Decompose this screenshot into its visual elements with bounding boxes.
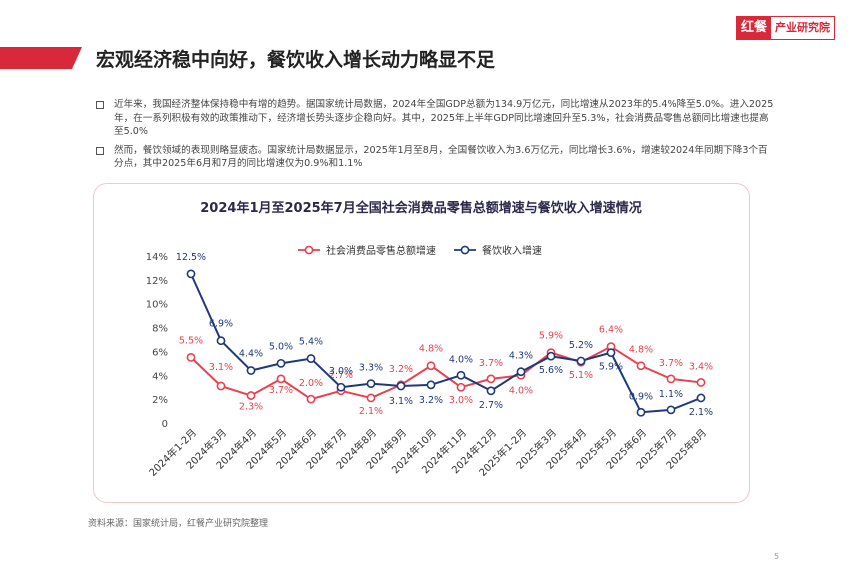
y-tick-label: 8%: [152, 324, 168, 335]
data-label: 2.1%: [689, 407, 713, 418]
data-point: [366, 393, 376, 403]
data-label: 1.1%: [659, 389, 683, 400]
data-label: 3.7%: [269, 385, 293, 396]
logo-text: 产业研究院: [771, 17, 835, 39]
bullet-text: 然而，餐饮领域的表现则略显疲态。国家统计局数据显示，2025年1月至8月，全国餐…: [114, 144, 768, 170]
series-line: [190, 345, 702, 401]
y-tick-label: 14%: [146, 252, 168, 263]
data-label: 3.0%: [449, 395, 473, 406]
data-point: [666, 374, 676, 384]
data-point: [456, 382, 466, 392]
series-line: [190, 273, 702, 414]
data-point: [696, 378, 706, 387]
data-label: 2.7%: [329, 370, 353, 381]
data-point: [546, 351, 556, 361]
data-label: 2.1%: [359, 406, 383, 417]
line-chart: 2024年1月至2025年7月全国社会消费品零售总额增速与餐饮收入增速情况社会消…: [146, 200, 713, 479]
legend-label: 餐饮收入增速: [482, 244, 542, 257]
y-tick-label: 2%: [152, 395, 168, 406]
data-point: [666, 405, 676, 415]
bullet-item: 近年来，我国经济整体保持稳中有增的趋势。据国家统计局数据，2024年全国GDP总…: [94, 98, 774, 139]
data-label: 5.9%: [539, 331, 563, 342]
chart-card: 2024年1月至2025年7月全国社会消费品零售总额增速与餐饮收入增速情况社会消…: [93, 183, 750, 503]
data-point: [426, 361, 436, 371]
logo-mark: 红餐: [737, 17, 772, 39]
legend-label: 社会消费品零售总额增速: [326, 244, 436, 257]
page-number: 5: [774, 552, 780, 561]
data-point: [516, 367, 526, 377]
data-label: 5.2%: [569, 340, 593, 351]
data-label: 5.4%: [299, 337, 323, 348]
y-tick-label: 4%: [152, 371, 168, 382]
data-label: 5.0%: [269, 341, 293, 352]
data-point: [246, 391, 256, 400]
data-point: [606, 348, 616, 358]
data-label: 5.1%: [569, 370, 593, 381]
data-point: [636, 407, 646, 417]
data-label: 3.7%: [479, 358, 503, 369]
data-label: 3.3%: [359, 363, 383, 374]
source-note: 资料来源：国家统计局，红餐产业研究院整理: [88, 519, 269, 529]
data-point: [486, 374, 496, 384]
data-point: [636, 361, 646, 371]
data-point: [246, 366, 256, 375]
data-point: [306, 354, 316, 363]
data-point: [486, 386, 496, 396]
data-point: [216, 381, 226, 391]
data-label: 4.4%: [239, 349, 263, 360]
data-point: [186, 269, 196, 279]
data-label: 4.3%: [509, 351, 533, 362]
data-point: [186, 352, 196, 362]
data-point: [366, 379, 376, 389]
y-tick-label: 0: [162, 419, 168, 430]
data-label: 4.8%: [629, 345, 653, 356]
data-point: [336, 382, 346, 392]
data-label: 3.7%: [659, 358, 683, 369]
data-point: [426, 380, 436, 390]
bullet-item: 然而，餐饮领域的表现则略显疲态。国家统计局数据显示，2025年1月至8月，全国餐…: [94, 144, 774, 171]
data-point: [576, 356, 586, 366]
data-point: [276, 374, 286, 384]
data-label: 5.6%: [539, 365, 563, 376]
legend-marker: [460, 245, 470, 255]
data-point: [456, 370, 466, 380]
page-title: 宏观经济稳中向好，餐饮收入增长动力略显不足: [96, 49, 496, 71]
data-label: 5.9%: [599, 362, 623, 373]
data-label: 5.5%: [179, 335, 203, 346]
data-label: 3.4%: [689, 361, 713, 372]
data-label: 3.2%: [419, 395, 443, 406]
square-bullet-icon: [96, 101, 104, 109]
data-point: [696, 393, 706, 403]
data-label: 3.2%: [389, 364, 413, 375]
data-label: 3.1%: [389, 396, 413, 407]
y-tick-label: 12%: [146, 276, 168, 287]
data-label: 2.3%: [239, 402, 263, 413]
data-label: 6.9%: [209, 319, 233, 330]
data-point: [276, 358, 286, 368]
chart-title: 2024年1月至2025年7月全国社会消费品零售总额增速与餐饮收入增速情况: [200, 200, 641, 216]
data-label: 4.0%: [509, 385, 533, 396]
data-label: 4.8%: [419, 344, 443, 355]
brand-logo: 红餐 产业研究院: [736, 16, 836, 40]
bullet-list: 近年来，我国经济整体保持稳中有增的趋势。据国家统计局数据，2024年全国GDP总…: [94, 98, 774, 176]
data-label: 3.0%: [329, 366, 353, 377]
data-label: 2.0%: [299, 378, 323, 389]
data-point: [306, 394, 316, 404]
data-label: 12.5%: [176, 252, 206, 263]
legend-marker: [304, 245, 314, 255]
data-label: 6.4%: [599, 325, 623, 336]
data-label: 3.1%: [209, 362, 233, 373]
y-tick-label: 10%: [146, 300, 168, 311]
data-point: [216, 336, 226, 346]
data-label: 4.0%: [449, 354, 473, 365]
square-bullet-icon: [96, 146, 104, 155]
title-accent-bar: [0, 47, 82, 69]
bullet-text: 近年来，我国经济整体保持稳中有增的趋势。据国家统计局数据，2024年全国GDP总…: [114, 99, 774, 137]
data-label: 0.9%: [629, 391, 653, 402]
data-point: [396, 381, 406, 391]
y-tick-label: 6%: [152, 347, 168, 358]
data-label: 2.7%: [479, 400, 503, 411]
